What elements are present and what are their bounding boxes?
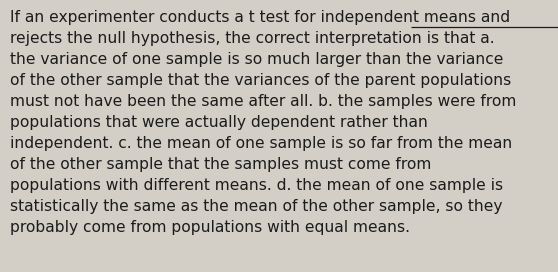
Text: statistically the same as the mean of the other sample, so they: statistically the same as the mean of th…: [10, 199, 503, 214]
Text: of the other sample that the samples must come from: of the other sample that the samples mus…: [10, 157, 431, 172]
Text: probably come from populations with equal means.: probably come from populations with equa…: [10, 220, 410, 235]
Text: rejects the null hypothesis, the correct interpretation is that a.: rejects the null hypothesis, the correct…: [10, 30, 495, 45]
Text: independent. c. the mean of one sample is so far from the mean: independent. c. the mean of one sample i…: [10, 136, 512, 151]
Text: populations that were actually dependent rather than: populations that were actually dependent…: [10, 115, 428, 130]
Text: If an experimenter conducts a t test for independent means and: If an experimenter conducts a t test for…: [10, 10, 510, 24]
Text: populations with different means. d. the mean of one sample is: populations with different means. d. the…: [10, 178, 503, 193]
Text: the variance of one sample is so much larger than the variance: the variance of one sample is so much la…: [10, 52, 503, 67]
Text: of the other sample that the variances of the parent populations: of the other sample that the variances o…: [10, 73, 511, 88]
Text: must not have been the same after all. b. the samples were from: must not have been the same after all. b…: [10, 94, 516, 109]
